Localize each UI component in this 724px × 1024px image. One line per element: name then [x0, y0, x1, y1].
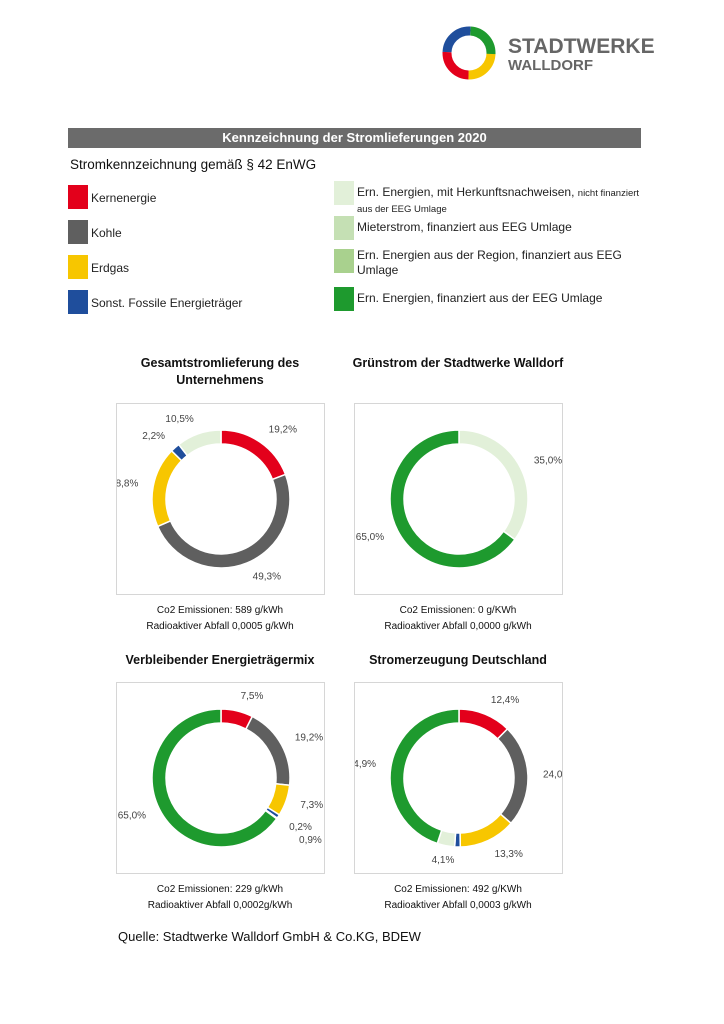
chart-note: Co2 Emissionen: 492 g/KWh — [394, 884, 522, 895]
value-label: 4,1% — [432, 855, 455, 866]
chart-title: Stromerzeugung Deutschland — [369, 653, 547, 667]
chart-frame: 12,4%24,0%13,3%1,3%4,1%44,9% — [348, 682, 572, 888]
chart-note: Radioaktiver Abfall 0,0000 g/kWh — [384, 621, 532, 632]
value-label: 65,0% — [118, 811, 146, 822]
legend-label: Ern. Energien, mit Herkunftsnachweisen, … — [357, 185, 640, 215]
donut-chart: 7,5% 19,2% 7,3% 0,9% 0,2% 65,0% — [118, 691, 323, 848]
logo-ring — [442, 26, 496, 80]
chart-frame: 19,2% 49,3% 18,8% 2,2%10,5% — [110, 403, 325, 595]
legend-label: Kohle — [91, 226, 122, 240]
chart-note: Radioaktiver Abfall 0,0002g/kWh — [147, 900, 293, 911]
donut-segment — [389, 429, 516, 569]
chart-note: Radioaktiver Abfall 0,0003 g/kWh — [384, 900, 532, 911]
chart-frame: 7,5% 19,2% 7,3% 0,9% 0,2% 65,0% — [116, 682, 325, 874]
donut-segment — [458, 429, 529, 541]
value-label: 65,0% — [356, 532, 384, 543]
value-label: 13,3% — [495, 849, 523, 860]
value-label: 18,8% — [117, 478, 138, 489]
value-label: 35,0% — [534, 456, 562, 467]
logo-mark — [442, 26, 496, 80]
legend-label: Erdgas — [91, 261, 130, 275]
header-bar: Kennzeichnung der Stromlieferungen 2020 — [68, 128, 641, 148]
logo-text: STADTWERKE — [508, 35, 655, 58]
donut-segment — [389, 708, 460, 845]
chart-note: Radioaktiver Abfall 0,0005 g/kWh — [146, 621, 294, 632]
value-label: 0,9% — [299, 835, 322, 846]
subtitle: Stromkennzeichnung gemäß § 42 EnWG — [70, 157, 317, 172]
chart-title: Grünstrom der Stadtwerke Walldorf — [352, 356, 564, 370]
chart-title: Gesamtstromlieferung des Unternehmens — [140, 356, 300, 387]
value-label: 0,2% — [289, 822, 312, 833]
chart-note: Co2 Emissionen: 229 g/kWh — [156, 884, 284, 895]
donut-segment — [458, 708, 509, 740]
legend-note: nicht finanziert aus der EEG Umlage — [357, 188, 640, 215]
legend-label: Ern. Energien, finanziert aus der EEG Um… — [357, 291, 603, 305]
chart-frame: 35,0% 65,0% — [354, 403, 563, 595]
value-label: 44,9% — [355, 759, 376, 770]
value-label: 24,0% — [543, 769, 562, 780]
legend-swatch — [68, 220, 88, 244]
legend-label: Ern. Energien aus der Region, finanziert… — [357, 248, 622, 277]
chart-note: Co2 Emissionen: 0 g/KWh — [399, 605, 517, 616]
legend-swatch — [68, 290, 88, 314]
legend-swatch — [334, 287, 354, 311]
legend-label: Mieterstrom, finanziert aus EEG Umlage — [357, 220, 572, 234]
legend-label: Sonst. Fossile Energieträger — [91, 296, 243, 310]
value-label: 19,2% — [269, 424, 297, 435]
value-label: 12,4% — [491, 695, 519, 706]
legend-swatch — [334, 181, 354, 205]
legend-swatch — [334, 249, 354, 273]
chart-title: Verbleibender Energieträgermix — [125, 653, 315, 667]
value-label: 10,5% — [165, 414, 193, 425]
value-label: 7,5% — [241, 691, 264, 702]
value-label: 7,3% — [300, 800, 323, 811]
donut-segment — [459, 813, 513, 848]
donut-segment — [151, 708, 278, 848]
logo-text: WALLDORF — [508, 57, 593, 74]
donut-chart: 19,2% 49,3% 18,8% 2,2%10,5% — [110, 414, 297, 582]
legend-swatch — [68, 255, 88, 279]
value-label: 19,2% — [295, 733, 323, 744]
donut-segment — [220, 429, 287, 481]
chart-note: Co2 Emissionen: 589 g/kWh — [156, 605, 284, 616]
logo-ring — [442, 26, 496, 80]
donut-chart: 12,4%24,0%13,3%1,3%4,1%44,9% — [348, 695, 572, 888]
legend-swatch — [68, 185, 88, 209]
legend-label: Kernenergie — [91, 191, 157, 205]
value-label: 2,2% — [142, 431, 165, 442]
donut-segment — [177, 429, 222, 457]
legend-swatch — [334, 216, 354, 240]
donut-segment — [151, 449, 183, 528]
donut-segment — [156, 473, 291, 569]
donut-segment — [496, 727, 529, 825]
logo-ring — [442, 26, 496, 80]
donut-chart: 35,0% 65,0% — [356, 429, 562, 569]
donut-segment — [244, 715, 291, 787]
value-label: 49,3% — [253, 571, 281, 582]
source: Quelle: Stadtwerke Walldorf GmbH & Co.KG… — [118, 929, 421, 944]
